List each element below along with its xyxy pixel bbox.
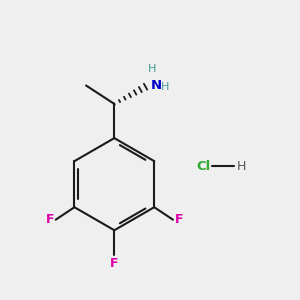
Text: Cl: Cl	[197, 160, 211, 173]
Text: F: F	[46, 213, 54, 226]
Text: F: F	[174, 213, 183, 226]
Text: N: N	[151, 79, 162, 92]
Text: H: H	[236, 160, 246, 173]
Text: H: H	[148, 64, 157, 74]
Text: F: F	[110, 257, 118, 270]
Text: H: H	[160, 82, 169, 92]
